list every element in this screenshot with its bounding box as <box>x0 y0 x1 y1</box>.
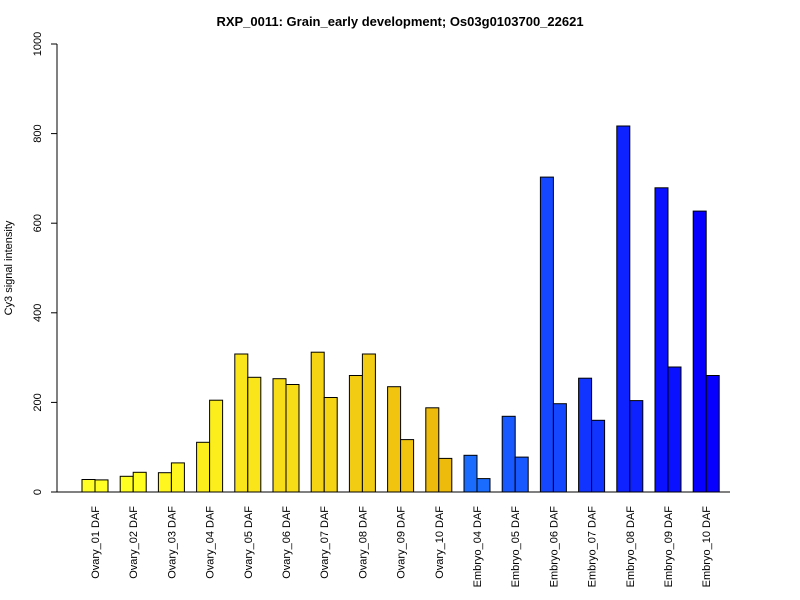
bar <box>81 479 96 493</box>
bar <box>400 439 415 493</box>
bar <box>514 456 529 493</box>
bar <box>285 384 300 493</box>
x-tick-label: Embryo_08 DAF <box>625 506 637 588</box>
y-tick-label: 600 <box>32 214 44 232</box>
bar <box>157 472 172 493</box>
bar <box>387 386 402 493</box>
y-axis-label: Cy3 signal intensity <box>3 220 15 315</box>
x-tick-label: Ovary_05 DAF <box>243 506 255 579</box>
bar <box>348 375 363 493</box>
bar <box>272 378 287 493</box>
bar <box>438 457 453 493</box>
bar <box>94 479 109 493</box>
bar <box>705 375 720 493</box>
bar <box>616 125 631 493</box>
bar <box>578 377 593 493</box>
bar <box>463 454 478 493</box>
y-tick-label: 800 <box>32 124 44 142</box>
bar <box>425 407 440 493</box>
bar <box>132 471 147 493</box>
bar <box>209 399 224 493</box>
x-tick-label: Ovary_09 DAF <box>396 506 408 579</box>
x-tick-label: Embryo_07 DAF <box>587 506 599 588</box>
x-tick-label: Ovary_08 DAF <box>357 506 369 579</box>
bar <box>501 415 516 493</box>
x-tick-label: Ovary_03 DAF <box>166 506 178 579</box>
x-tick-label: Ovary_04 DAF <box>205 506 217 579</box>
bar <box>539 176 554 493</box>
x-tick-label: Ovary_06 DAF <box>281 506 293 579</box>
x-tick-label: Embryo_04 DAF <box>472 506 484 588</box>
y-tick-label: 400 <box>32 304 44 322</box>
bar <box>170 462 185 493</box>
x-axis: Ovary_01 DAF Ovary_02 DAF Ovary_03 DAF Ovar… <box>57 491 730 588</box>
bar <box>119 475 134 493</box>
bar <box>361 353 376 493</box>
x-tick-label: Ovary_02 DAF <box>128 506 140 579</box>
y-tick-label: 200 <box>32 393 44 411</box>
bar <box>234 353 249 493</box>
x-tick-label: Embryo_06 DAF <box>548 506 560 588</box>
bar <box>247 376 262 493</box>
bar <box>654 187 669 493</box>
y-tick-label: 0 <box>32 489 44 495</box>
chart-title: RXP_0011: Grain_early development; Os03g… <box>216 14 583 29</box>
bar <box>476 478 491 493</box>
bar <box>667 366 682 493</box>
bar <box>310 351 325 493</box>
x-tick-label: Ovary_10 DAF <box>434 506 446 579</box>
bar <box>552 403 567 493</box>
x-tick-label: Ovary_01 DAF <box>90 506 102 579</box>
bar <box>591 419 606 493</box>
bar <box>196 441 211 493</box>
bar <box>323 397 338 493</box>
x-tick-label: Embryo_05 DAF <box>510 506 522 588</box>
y-tick-label: 1000 <box>32 32 44 56</box>
bars <box>81 125 720 493</box>
y-axis: 0 200 400 600 800 1000 <box>32 32 58 495</box>
bar <box>629 400 644 493</box>
x-tick-label: Ovary_07 DAF <box>319 506 331 579</box>
x-tick-label: Embryo_10 DAF <box>701 506 713 588</box>
bar <box>692 210 707 493</box>
x-tick-label: Embryo_09 DAF <box>663 506 675 588</box>
